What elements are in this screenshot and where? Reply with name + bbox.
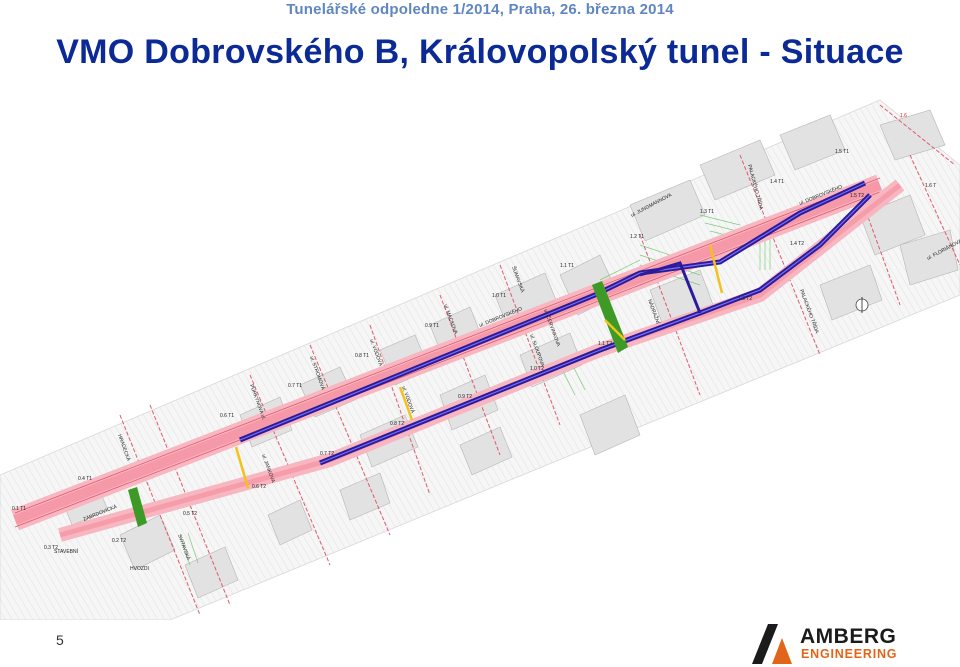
amberg-logo: AMBERG ENGINEERING (752, 624, 912, 664)
page-number: 5 (56, 632, 64, 648)
station-label: 1.1 T2 (598, 341, 612, 347)
station-label: 1.3 T1 (700, 209, 714, 215)
station-label: 0.9 T2 (458, 394, 472, 400)
tunnel-tube-t1 (239, 180, 867, 443)
station-label: 1.4 T2 (790, 241, 804, 247)
station-label: 1.6 (900, 113, 907, 119)
station-label: 0.8 T1 (355, 353, 369, 359)
tunnel-tube-t2 (319, 193, 872, 466)
station-labels: 1.6 1.5 T1 1.4 T1 1.3 T1 1.2 T1 1.1 T1 1… (12, 113, 936, 551)
station-label: 1.1 T1 (560, 263, 574, 269)
logo-wordmark: AMBERG (800, 625, 897, 648)
main-road-corridor (11, 174, 884, 531)
station-label: 0.7 T2 (320, 451, 334, 457)
station-label: 1.3 T2 (738, 296, 752, 302)
station-label: 0.6 T1 (220, 413, 234, 419)
station-label: 0.5 T2 (183, 511, 197, 517)
station-label: 0.8 T2 (390, 421, 404, 427)
street-label: HVOZDI (130, 566, 149, 572)
page-title: VMO Dobrovského B, Královopolský tunel -… (56, 33, 904, 71)
north-arrow-icon (855, 297, 869, 313)
station-label: 0.7 T1 (288, 383, 302, 389)
site-plan-drawing: 1.6 1.5 T1 1.4 T1 1.3 T1 1.2 T1 1.1 T1 1… (0, 99, 960, 620)
presentation-subtitle: Tunelářské odpoledne 1/2014, Praha, 26. … (286, 1, 674, 18)
station-label: 0.6 T2 (252, 484, 266, 490)
station-label: 1.6 T (925, 183, 936, 189)
station-label: 0.2 T2 (112, 538, 126, 544)
station-label: 0.1 T1 (12, 506, 26, 512)
street-label: STAVEBNÍ (54, 548, 79, 555)
amberg-logo-mark-icon (752, 624, 792, 664)
station-label: 1.4 T1 (770, 179, 784, 185)
station-label: 0.3 T2 (44, 545, 58, 551)
station-label: 1.5 T1 (835, 149, 849, 155)
logo-tagline: ENGINEERING (801, 647, 898, 661)
station-label: 1.0 T2 (530, 366, 544, 372)
station-label: 0.9 T1 (425, 323, 439, 329)
station-label: 1.2 T1 (630, 234, 644, 240)
yellow-cross-passages (234, 244, 724, 489)
station-label: 1.0 T1 (492, 293, 506, 299)
station-label: 1.5 T2 (850, 193, 864, 199)
station-label: 0.4 T1 (78, 476, 92, 482)
